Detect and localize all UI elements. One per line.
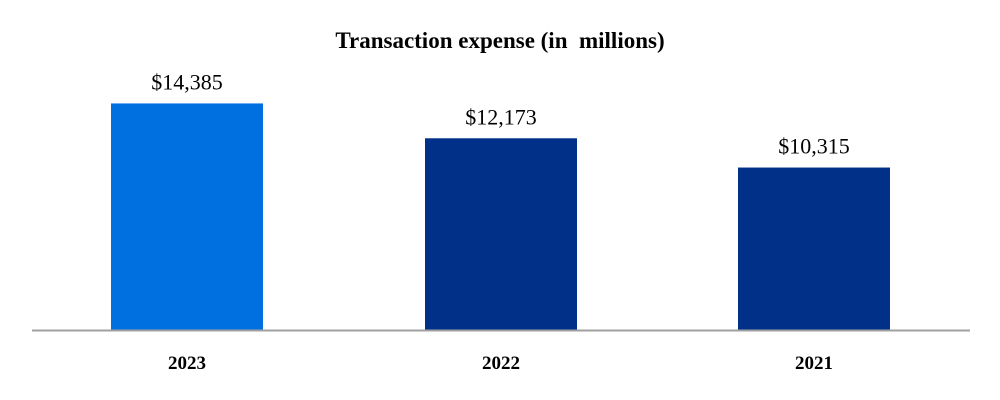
data-label: $10,315 [778,134,850,159]
bar-2022 [425,138,577,330]
x-tick-label: 2021 [795,353,833,374]
bar-2023 [111,103,263,330]
data-label: $12,173 [465,104,537,129]
bar-2021 [738,167,890,330]
chart-title: Transaction expense (in millions) [335,28,665,53]
x-tick-label: 2023 [168,353,206,374]
x-tick-label: 2022 [482,353,520,374]
data-label: $14,385 [151,69,223,94]
